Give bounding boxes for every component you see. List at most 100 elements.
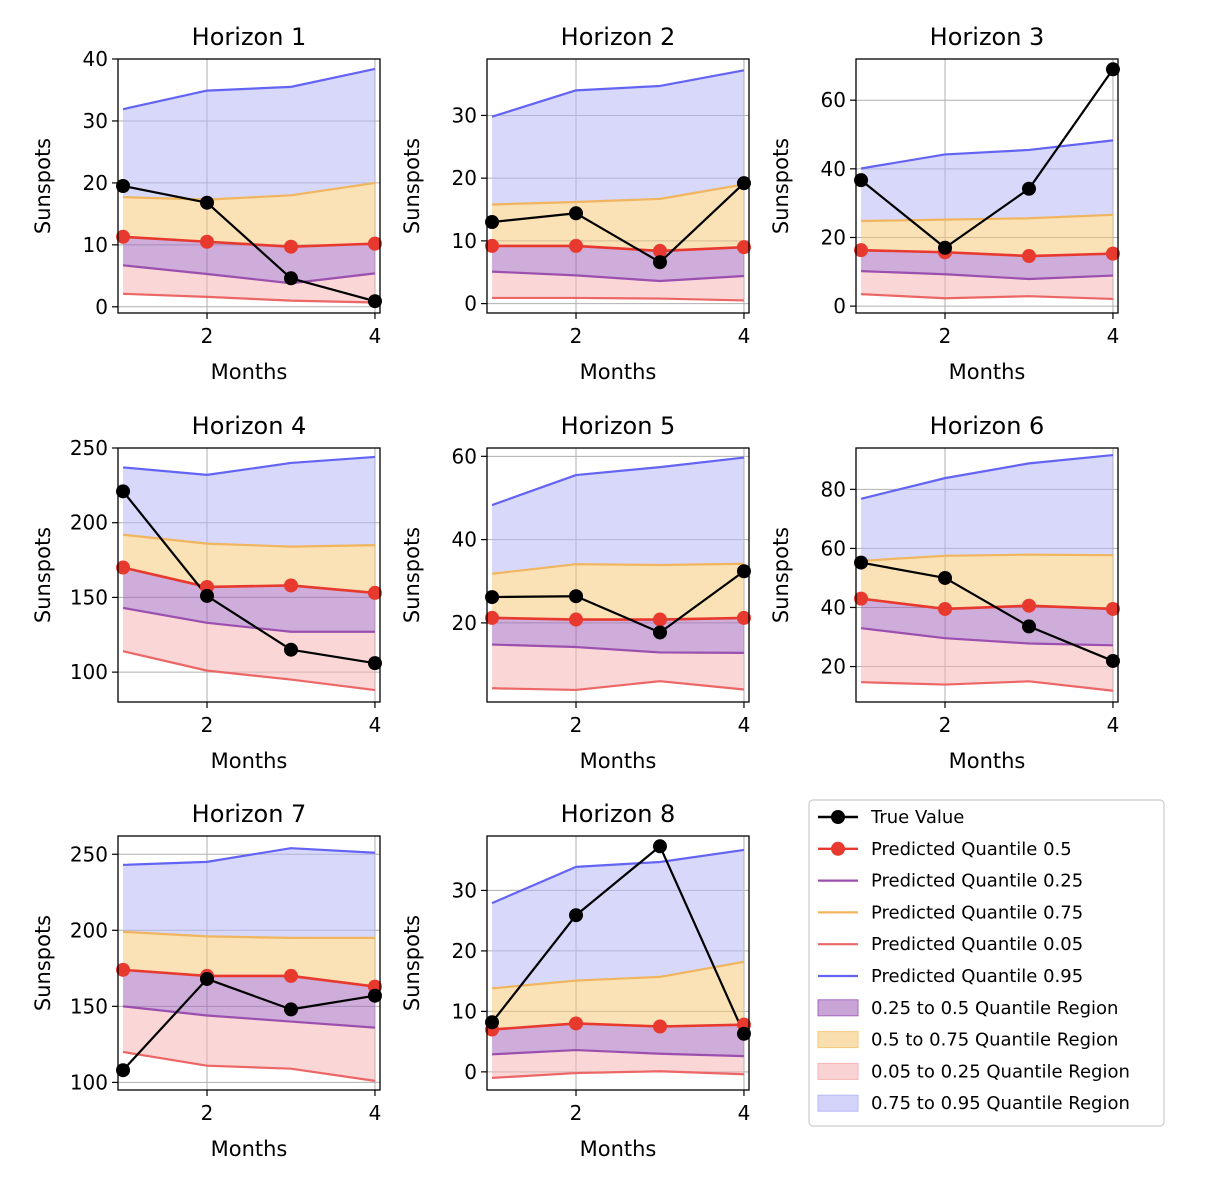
y-tick-label: 40: [821, 157, 846, 181]
y-tick-label: 0: [95, 295, 108, 319]
y-tick-label: 20: [821, 655, 846, 679]
series-line-q50: [861, 248, 1113, 258]
y-tick-label: 20: [83, 171, 108, 195]
region-0.5-0.75: [123, 182, 375, 247]
x-axis-label: Months: [949, 749, 1026, 773]
y-tick-label: 20: [452, 939, 477, 963]
point-true: [283, 642, 298, 657]
x-axis-label: Months: [211, 1137, 288, 1161]
region-0.05-0.25: [492, 644, 744, 690]
y-tick-label: 100: [70, 660, 108, 684]
y-tick-label: 30: [452, 878, 477, 902]
y-tick-label: 150: [70, 585, 108, 609]
point-q50: [1105, 246, 1120, 261]
y-tick-label: 30: [83, 109, 108, 133]
point-q50: [652, 1019, 667, 1034]
x-tick-label: 2: [201, 713, 214, 737]
x-axis-label: Months: [211, 360, 288, 384]
point-q50: [938, 601, 953, 616]
subplot-title: Horizon 8: [561, 800, 676, 828]
point-true: [569, 206, 584, 221]
point-true: [283, 271, 298, 286]
region-0.25-0.5: [861, 598, 1113, 646]
y-tick-label: 200: [70, 918, 108, 942]
point-true: [652, 255, 667, 270]
legend-item-region_25_50: 0.25 to 0.5 Quantile Region: [817, 998, 1118, 1019]
point-true: [367, 656, 382, 671]
y-tick-label: 80: [821, 477, 846, 501]
point-true: [938, 240, 953, 255]
x-tick-label: 2: [570, 324, 583, 348]
region-0.5-0.75: [123, 931, 375, 987]
point-true: [367, 294, 382, 309]
axes-frame: [117, 447, 381, 703]
y-tick-label: 40: [83, 47, 108, 71]
region-0.5-0.75: [492, 961, 744, 1030]
series-line-q25: [122, 264, 376, 285]
point-q50: [283, 239, 298, 254]
plot-area: [122, 455, 376, 692]
plot-area: [860, 453, 1114, 692]
axes-frame: [855, 58, 1119, 314]
x-axis-label: Months: [949, 360, 1026, 384]
legend-swatch: [817, 1094, 859, 1112]
series-line-q95: [491, 456, 745, 507]
point-q50: [569, 612, 584, 627]
plot-area: [122, 847, 376, 1082]
region-0.5-0.75: [492, 563, 744, 620]
series-line-true: [122, 490, 376, 665]
series-line-q75: [123, 181, 376, 201]
y-axis-label: Sunspots: [400, 915, 424, 1011]
series-line-q95: [122, 67, 376, 111]
point-q50: [116, 962, 131, 977]
x-tick-label: 4: [1107, 713, 1120, 737]
point-true: [736, 564, 751, 579]
region-0.25-0.5: [123, 969, 375, 1028]
series-line-true: [860, 68, 1114, 249]
legend-item-true: True Value: [818, 807, 964, 828]
series-line-q95: [860, 453, 1114, 500]
series-line-true: [860, 561, 1114, 662]
point-q50: [116, 229, 131, 244]
axes-frame: [486, 58, 750, 314]
plot-area: [491, 845, 745, 1080]
series-line-q05: [860, 293, 1113, 301]
y-tick-label: 10: [83, 233, 108, 257]
y-tick-label: 20: [452, 166, 477, 190]
region-0.25-0.5: [492, 1023, 744, 1057]
legend-label: 0.75 to 0.95 Quantile Region: [871, 1093, 1130, 1114]
y-tick-label: 20: [452, 611, 477, 635]
x-tick-label: 2: [201, 324, 214, 348]
point-true: [367, 988, 382, 1003]
x-tick-label: 2: [570, 713, 583, 737]
legend-item-q05: Predicted Quantile 0.05: [818, 934, 1083, 955]
region-0.25-0.5: [861, 250, 1113, 280]
legend-label: True Value: [870, 807, 964, 828]
point-true: [116, 484, 131, 499]
region-0.05-0.25: [861, 628, 1113, 691]
point-q50: [1105, 601, 1120, 616]
subplot-title: Horizon 6: [930, 412, 1045, 440]
point-true: [485, 215, 500, 230]
plot-area: [491, 456, 745, 692]
series-line-q50: [492, 616, 744, 621]
region-0.05-0.25: [123, 1006, 375, 1081]
point-q50: [736, 610, 751, 625]
legend-swatch: [817, 1062, 859, 1080]
series-line-q25: [122, 1005, 376, 1029]
point-q50: [736, 240, 751, 255]
y-axis-label: Sunspots: [769, 527, 793, 623]
series-line-true: [122, 184, 376, 303]
x-tick-label: 4: [738, 713, 751, 737]
plot-area: [491, 69, 745, 302]
y-tick-label: 10: [452, 229, 477, 253]
region-0.05-0.25: [861, 271, 1113, 299]
legend-label: Predicted Quantile 0.95: [871, 966, 1083, 987]
legend-label: Predicted Quantile 0.05: [871, 934, 1083, 955]
legend-label: 0.05 to 0.25 Quantile Region: [871, 1061, 1130, 1082]
point-q50: [367, 585, 382, 600]
region-0.05-0.25: [492, 271, 744, 301]
